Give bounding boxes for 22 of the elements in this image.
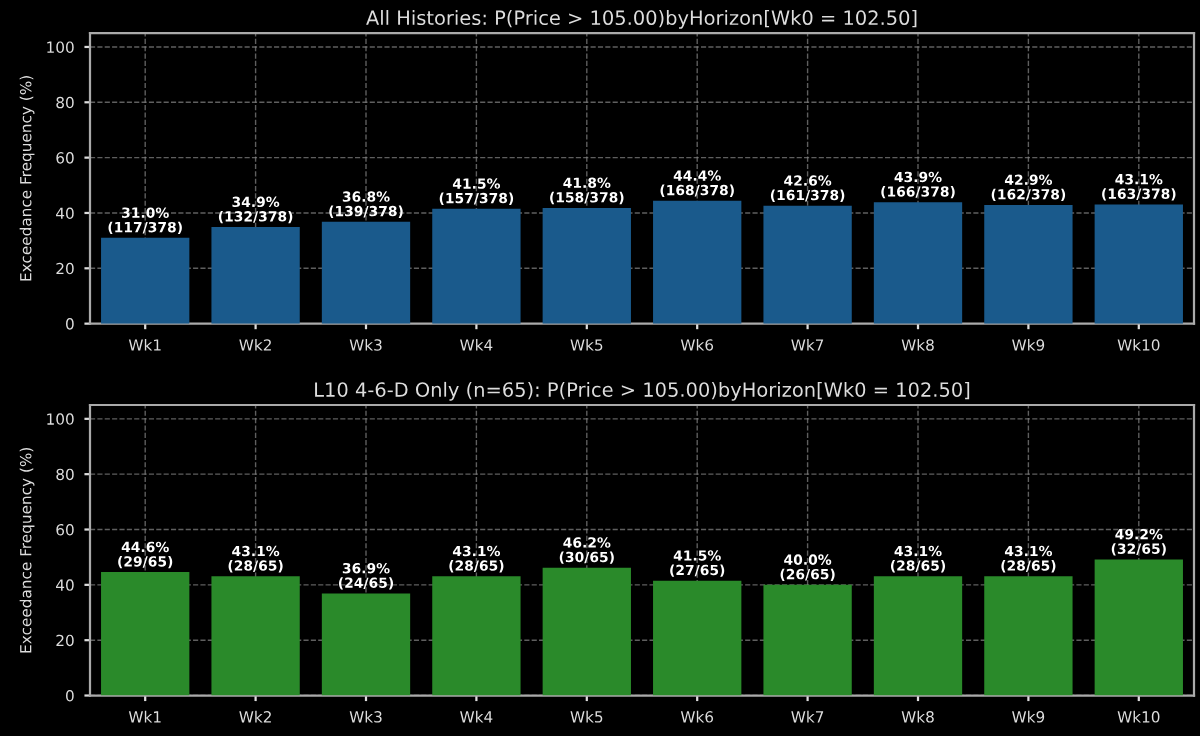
bar [653, 200, 742, 324]
bar [321, 593, 411, 696]
bar [542, 207, 631, 324]
bar [211, 227, 300, 324]
bar [542, 567, 631, 696]
bar [432, 576, 521, 696]
bar [321, 221, 411, 324]
chart-title: All Histories: P(Price > 105.00)byHorizon[Wk0 = 102.50] [366, 10, 917, 29]
bar [101, 237, 190, 324]
chart-title: L10 4-6-D Only (n=65): P(Price > 105.00)byHorizon[Wk0 = 102.50] [315, 381, 970, 401]
bar [432, 208, 521, 324]
bar [763, 584, 852, 696]
bar [1094, 559, 1183, 696]
bar [653, 580, 742, 696]
bar [211, 576, 300, 696]
bar [873, 576, 963, 696]
bar [763, 205, 852, 324]
bar [101, 572, 190, 696]
bar [984, 576, 1073, 696]
bar [873, 202, 963, 324]
bar [1094, 204, 1183, 324]
bar [984, 204, 1073, 324]
